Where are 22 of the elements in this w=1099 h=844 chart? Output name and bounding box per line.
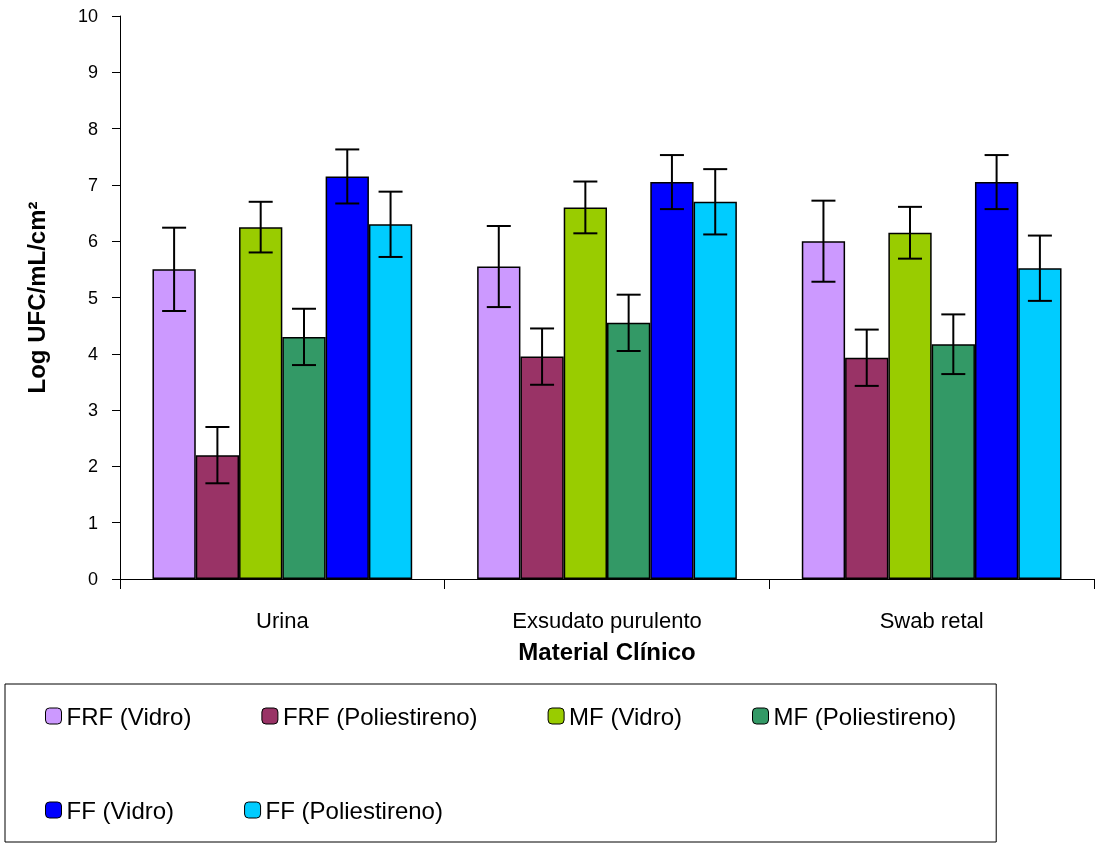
y-tick-label: 5: [87, 287, 98, 308]
legend-label: MF (Vidro): [569, 702, 683, 730]
legend-label: FF (Poliestireno): [265, 796, 443, 824]
legend-label: FF (Vidro): [66, 796, 175, 824]
y-tick-label: 0: [87, 569, 98, 589]
x-tick-label: Urina: [256, 607, 310, 633]
y-tick-label: 10: [77, 6, 98, 26]
y-tick-label: 6: [87, 231, 98, 252]
y-tick-label: 7: [87, 174, 98, 195]
y-tick-label: 8: [87, 118, 98, 139]
x-tick-label: Exsudato purulento: [512, 607, 702, 633]
legend-label: MF (Poliestireno): [773, 702, 957, 730]
legend-label: FRF (Poliestireno): [282, 702, 478, 730]
y-tick-label: 9: [87, 62, 98, 83]
x-axis-title: Material Clínico: [518, 637, 696, 665]
y-tick-label: 2: [87, 456, 98, 477]
x-tick-label: Swab retal: [879, 607, 984, 633]
y-tick-label: 1: [87, 512, 98, 533]
y-axis-title: Log UFC/mL/cm²: [22, 201, 50, 394]
y-tick-label: 4: [87, 343, 98, 364]
y-tick-label: 3: [87, 400, 98, 421]
legend-label: FRF (Vidro): [66, 702, 192, 730]
